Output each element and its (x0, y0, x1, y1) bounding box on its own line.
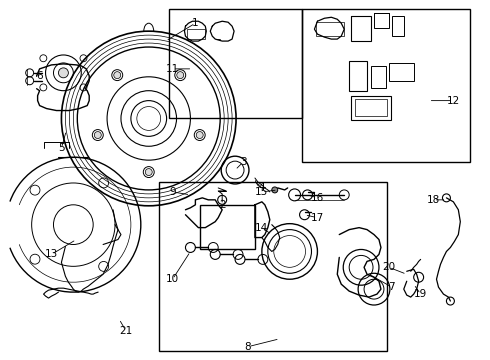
Text: 14: 14 (255, 222, 269, 233)
Text: 9: 9 (169, 187, 176, 197)
Bar (355, 99, 387, 117)
Text: 13: 13 (45, 249, 58, 260)
Bar (389, 63, 414, 81)
Text: 8: 8 (245, 342, 251, 352)
Text: 4: 4 (259, 182, 265, 192)
Text: 1: 1 (192, 18, 199, 28)
Circle shape (196, 131, 203, 139)
Bar (317, 22, 344, 36)
Bar (169, 9, 301, 118)
Circle shape (58, 68, 69, 78)
Bar (188, 29, 205, 39)
Bar (349, 61, 367, 91)
Bar (351, 16, 371, 41)
Text: 19: 19 (414, 289, 427, 299)
Text: 6: 6 (36, 71, 43, 81)
Circle shape (177, 72, 184, 78)
Bar (392, 16, 404, 36)
Text: 12: 12 (447, 96, 460, 105)
Text: 21: 21 (119, 326, 133, 336)
Text: 2: 2 (219, 200, 225, 210)
Text: 3: 3 (240, 157, 246, 167)
Text: 20: 20 (382, 262, 395, 272)
Circle shape (272, 187, 278, 193)
Bar (371, 66, 386, 88)
Bar (159, 182, 387, 351)
Bar (200, 205, 255, 249)
Circle shape (145, 168, 152, 176)
Text: 15: 15 (255, 187, 269, 197)
Circle shape (114, 72, 121, 78)
Bar (301, 9, 470, 162)
Text: 16: 16 (311, 193, 324, 203)
Text: 7: 7 (389, 282, 395, 292)
Text: 10: 10 (166, 274, 179, 284)
Circle shape (94, 131, 101, 139)
Text: 5: 5 (58, 143, 65, 153)
Text: 11: 11 (166, 64, 179, 74)
Bar (351, 96, 391, 121)
Text: 17: 17 (311, 213, 324, 223)
Bar (374, 13, 389, 28)
Text: 18: 18 (427, 195, 440, 205)
